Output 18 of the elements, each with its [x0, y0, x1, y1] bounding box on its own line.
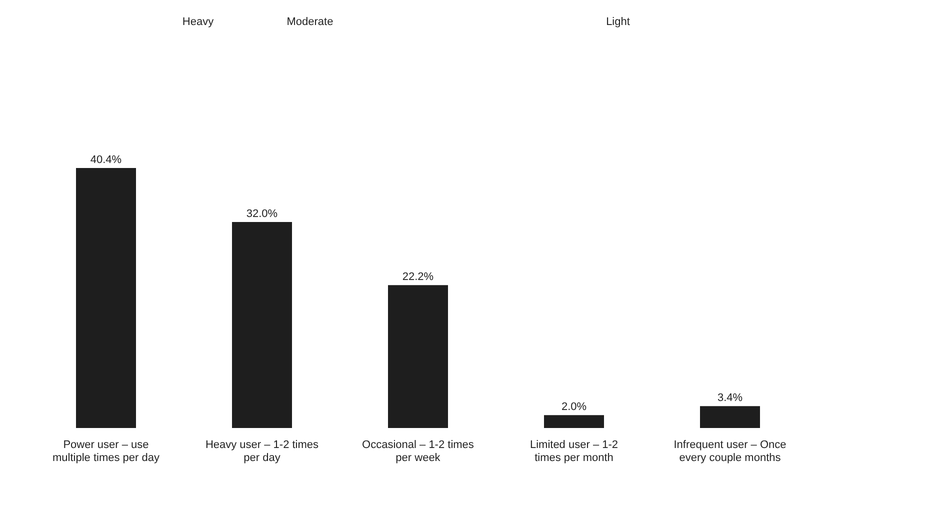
- bar: [232, 222, 292, 428]
- x-tick-label: Power user – use multiple times per day: [52, 439, 160, 464]
- x-tick-label: Limited user – 1-2 times per month: [530, 439, 618, 464]
- bar: [388, 285, 448, 428]
- x-tick-label: Occasional – 1-2 times per week: [362, 439, 474, 464]
- bar: [700, 406, 760, 428]
- data-label: 2.0%: [561, 401, 587, 414]
- x-tick-label: Infrequent user – Once every couple months: [674, 439, 786, 464]
- data-label: 32.0%: [246, 208, 278, 220]
- bar: [544, 415, 604, 428]
- bar: [76, 168, 136, 428]
- data-label: 22.2%: [402, 271, 434, 284]
- text: Moderate: [286, 16, 334, 28]
- text: Light: [605, 16, 631, 28]
- text: Heavy: [181, 16, 215, 28]
- data-label: 3.4%: [717, 392, 743, 404]
- x-tick-label: Heavy user – 1-2 times per day: [205, 439, 320, 464]
- data-label: 40.4%: [90, 154, 122, 166]
